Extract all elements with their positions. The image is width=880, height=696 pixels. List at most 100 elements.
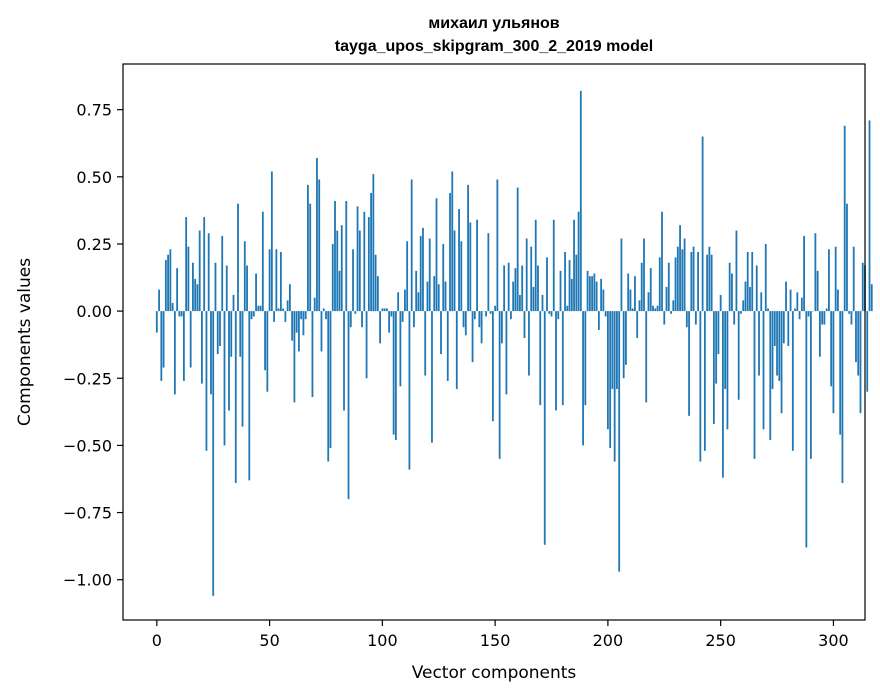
bar-166 [530,246,533,312]
bar-90 [358,230,361,312]
bar-60 [291,311,294,341]
x-tick-label-200: 200 [593,631,624,650]
bar-192 [588,276,591,312]
bar-251 [722,311,724,478]
bar-299 [830,311,833,387]
bar-188 [579,90,582,312]
bar-38 [241,311,244,427]
bar-54 [277,308,280,312]
bar-127 [442,243,445,312]
x-axis-label: Vector components [412,663,577,683]
bar-104 [390,311,393,317]
bar-154 [503,265,506,312]
bar-165 [528,311,530,376]
bar-98 [376,276,379,312]
bar-257 [735,230,738,312]
bar-290 [809,311,812,459]
bar-83 [343,311,345,411]
bar-50 [268,249,271,312]
bar-152 [498,311,501,459]
bar-123 [433,276,436,312]
bar-33 [230,311,233,357]
bar-270 [764,243,767,312]
bar-225 [663,311,666,325]
bar-221 [654,308,657,312]
bar-213 [636,311,639,338]
bar-12 [182,311,185,381]
bar-201 [609,311,612,449]
bar-45 [257,305,260,312]
bar-158 [512,281,515,312]
bar-176 [552,219,555,312]
bar-26 [214,262,217,312]
bar-41 [248,311,251,481]
bar-305 [843,125,846,312]
bar-140 [471,311,474,363]
bar-79 [334,200,336,312]
bar-216 [643,238,645,312]
bar-131 [451,171,454,312]
bar-162 [521,265,524,312]
bar-57 [284,311,287,322]
bar-72 [318,179,321,312]
bar-264 [751,252,754,312]
bar-195 [595,281,598,312]
bar-243 [703,311,706,451]
bar-228 [670,311,672,314]
bar-278 [782,311,785,344]
bar-287 [803,235,805,312]
bar-230 [674,257,677,312]
bar-244 [706,254,709,312]
bar-18 [196,284,199,312]
bar-217 [645,311,648,403]
bar-262 [746,252,749,312]
bar-30 [223,311,226,446]
bar-282 [791,311,794,451]
bar-293 [816,270,819,312]
bar-187 [577,211,580,312]
bar-232 [679,225,681,312]
bar-105 [392,311,395,435]
bar-223 [658,257,661,312]
bar-173 [546,257,548,312]
bar-134 [458,209,460,312]
bar-219 [649,268,652,312]
bar-215 [640,262,643,312]
bar-46 [259,305,262,312]
bar-169 [537,265,539,312]
bar-144 [480,311,483,344]
y-tick-label-3: −0.25 [63,369,112,388]
bar-23 [207,233,210,312]
bar-10 [178,311,181,317]
bar-116 [417,292,420,312]
bar-128 [444,281,447,312]
bar-109 [401,311,404,322]
bar-263 [749,286,751,312]
bar-139 [469,222,472,312]
bar-317 [870,284,873,312]
bar-277 [780,311,783,414]
y-tick-label-5: 0.25 [76,235,112,254]
bar-125 [437,284,440,312]
bar-237 [690,252,693,312]
bar-224 [661,211,663,312]
bar-295 [821,311,824,325]
bar-179 [559,270,562,312]
bar-97 [374,254,377,312]
bar-159 [514,268,517,312]
bar-272 [769,311,772,441]
bar-302 [837,289,839,312]
bar-275 [776,311,778,376]
bar-13 [185,217,188,312]
bar-274 [773,311,776,347]
bar-102 [385,308,388,312]
bar-73 [320,311,323,352]
bar-211 [631,308,634,312]
bar-249 [717,311,720,355]
bar-300 [832,311,835,414]
bar-267 [758,311,760,376]
bar-311 [857,311,860,376]
bar-220 [652,305,654,312]
bar-281 [789,289,792,312]
